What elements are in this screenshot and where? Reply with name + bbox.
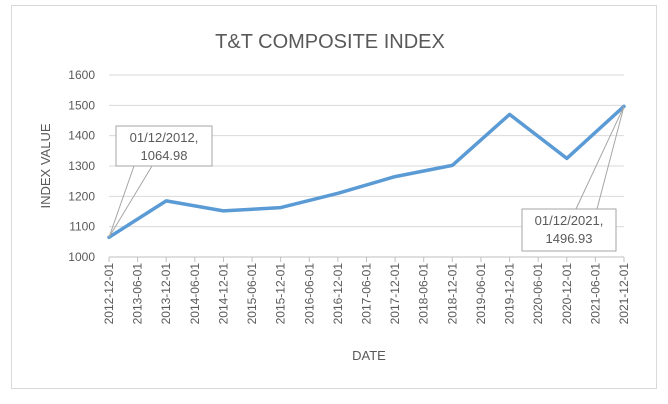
x-axis-label: DATE	[352, 348, 386, 363]
chart-title: T&T COMPOSITE INDEX	[215, 31, 445, 53]
callout-label: 01/12/2021,	[535, 213, 604, 228]
x-tick-label: 2015-12-01	[274, 263, 288, 325]
callout-leader	[108, 165, 153, 238]
x-tick-label: 2021-06-01	[588, 263, 602, 325]
callout-box	[521, 208, 617, 252]
callout-label: 01/12/2012,	[130, 130, 199, 145]
y-tick-label: 1400	[68, 129, 95, 143]
x-tick-label: 2019-06-01	[474, 263, 488, 325]
x-axis-ticks: 2012-12-01 2013-06-01 2013-12-01 2014-06-01…	[102, 257, 631, 324]
x-tick-label: 2017-06-01	[360, 263, 374, 325]
x-tick-label: 2020-12-01	[560, 263, 574, 325]
callouts: 01/12/2012, 1064.98 01/12/2021, 1496.93	[108, 106, 625, 252]
y-tick-label: 1200	[68, 189, 95, 203]
y-tick-label: 1100	[69, 220, 95, 234]
series-line	[107, 104, 626, 240]
x-tick-label: 2019-12-01	[503, 263, 517, 325]
x-tick-label: 2013-06-01	[131, 263, 145, 325]
x-tick-label: 2015-06-01	[245, 263, 259, 325]
chart-frame	[11, 5, 657, 389]
y-tick-label: 1000	[68, 250, 95, 264]
x-tick-label: 2017-12-01	[388, 263, 402, 325]
x-tick-label: 2016-06-01	[302, 263, 316, 325]
x-tick-label: 2021-12-01	[617, 263, 631, 325]
x-tick-label: 2016-12-01	[331, 263, 345, 325]
callout-label: 1064.98	[141, 148, 188, 163]
y-tick-label: 1300	[68, 159, 95, 173]
callout-leader	[596, 106, 625, 210]
x-tick-label: 2012-12-01	[102, 263, 116, 325]
y-tick-label: 1600	[68, 68, 95, 82]
y-axis-label: INDEX VALUE	[38, 123, 53, 208]
x-tick-label: 2018-12-01	[445, 263, 459, 325]
callout-leader	[108, 165, 135, 238]
x-tick-label: 2018-06-01	[417, 263, 431, 325]
series-group	[107, 104, 626, 240]
x-tick-label: 2013-12-01	[159, 263, 173, 325]
callout-leader	[575, 106, 625, 210]
x-tick-label: 2014-12-01	[216, 263, 230, 325]
callout-label: 1496.93	[546, 231, 593, 246]
y-axis-ticks: 1000 1100 1200 1300 1400 1500 1600	[68, 68, 95, 264]
y-tick-label: 1500	[68, 98, 95, 112]
x-tick-label: 2020-06-01	[531, 263, 545, 325]
x-tick-label: 2014-06-01	[188, 263, 202, 325]
callout-box	[115, 125, 213, 167]
